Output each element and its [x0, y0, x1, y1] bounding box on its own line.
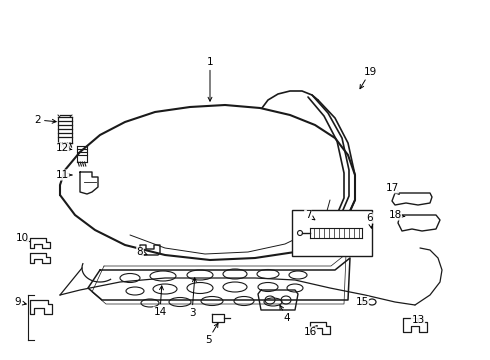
Text: 9: 9 — [15, 297, 26, 307]
Bar — [292, 210, 372, 256]
Text: 14: 14 — [153, 286, 167, 317]
Text: 10: 10 — [16, 233, 29, 243]
Text: 8: 8 — [137, 247, 147, 257]
Text: 6: 6 — [367, 213, 373, 228]
Text: 16: 16 — [303, 326, 317, 337]
Text: 7: 7 — [305, 210, 315, 220]
Text: 4: 4 — [280, 305, 290, 323]
Text: 11: 11 — [55, 170, 72, 180]
Text: 13: 13 — [412, 315, 425, 325]
Text: 12: 12 — [55, 143, 72, 153]
Text: 2: 2 — [35, 115, 56, 125]
Text: 15: 15 — [355, 297, 368, 307]
Text: 19: 19 — [360, 67, 377, 89]
Text: 3: 3 — [189, 278, 196, 318]
Text: 5: 5 — [205, 323, 218, 345]
Text: 18: 18 — [389, 210, 405, 220]
Text: 1: 1 — [207, 57, 213, 101]
Text: 17: 17 — [385, 183, 399, 194]
